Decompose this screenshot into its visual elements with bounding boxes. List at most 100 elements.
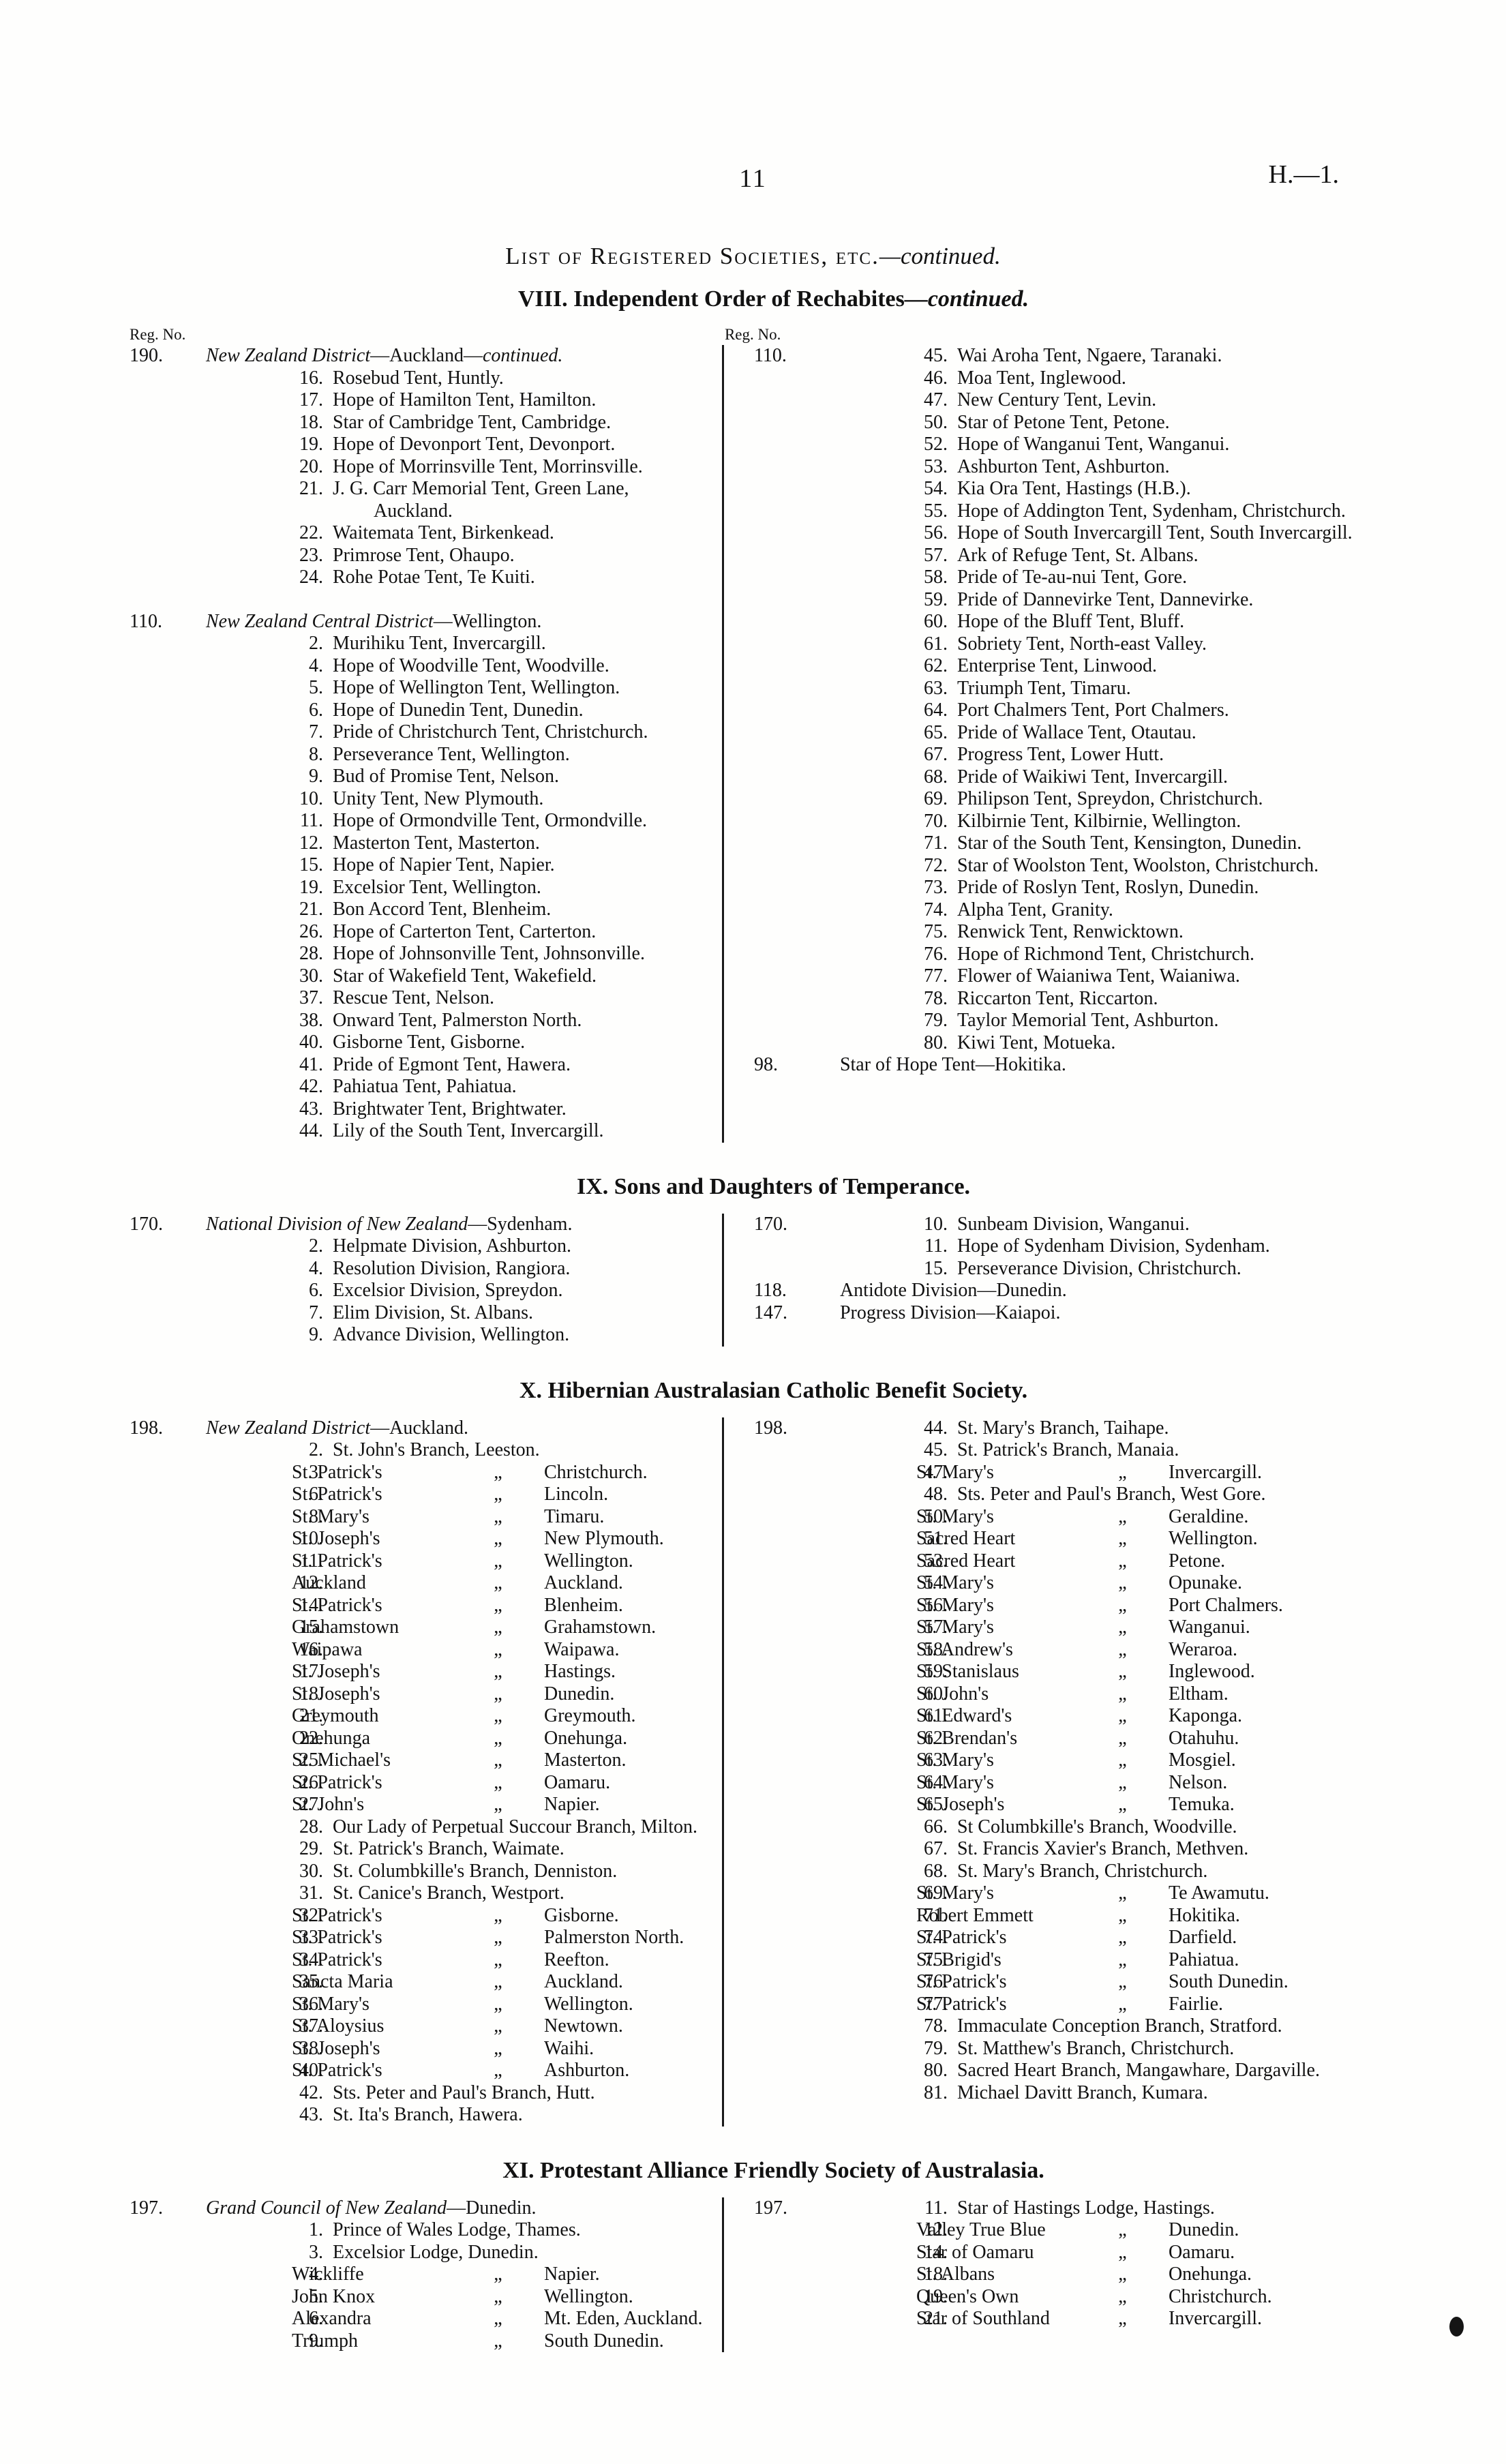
- item-text: Hope of Wanganui Tent, Wanganui.: [957, 434, 1230, 455]
- branch-place: Lincoln.: [544, 1484, 609, 1505]
- item-row: 46. Moa Tent, Inglewood.: [754, 367, 1382, 390]
- item-text: Excelsior Division, Spreydon.: [333, 1280, 563, 1301]
- item-number: 58.: [923, 567, 948, 588]
- item-text: St. Mary's „ Port Chalmers.: [916, 1595, 1382, 1617]
- reg-no: 98.: [753, 1054, 778, 1075]
- item-number: 43.: [299, 2104, 323, 2125]
- reg-no-label: Reg. No.: [724, 326, 781, 343]
- item-number: 5.: [309, 677, 323, 698]
- item-number: 10.: [299, 1528, 323, 1549]
- branch-place: South Dunedin.: [544, 2330, 664, 2352]
- item-text: Hope of Hamilton Tent, Hamilton.: [333, 389, 597, 410]
- ditto-mark: „: [494, 1727, 502, 1749]
- item-row: 12. Auckland „ Auckland.: [130, 1572, 711, 1595]
- item-text: St. Patrick's „ South Dunedin.: [916, 1971, 1382, 1994]
- ditto-mark: „: [1118, 1949, 1127, 1970]
- item-text: St. Joseph's „ Hastings.: [292, 1661, 711, 1683]
- item-number: 6.: [309, 1280, 323, 1301]
- item-row: 57. Ark of Refuge Tent, St. Albans.: [754, 545, 1382, 567]
- group-title-part: —Dunedin.: [447, 2197, 537, 2219]
- item-text: St. Patrick's „ Oamaru.: [292, 1772, 711, 1794]
- item-row: 20. Hope of Morrinsville Tent, Morrinsvil…: [130, 456, 711, 479]
- branch-place: Napier.: [544, 1794, 600, 1815]
- group-title: National Division of New Zealand—Sydenha…: [206, 1214, 711, 1236]
- group-title-row: 190. New Zealand District—Auckland—contin…: [130, 345, 711, 367]
- item-number: 34.: [299, 1949, 323, 1970]
- branch-name: Alexandra: [292, 2308, 372, 2329]
- ditto-mark: „: [494, 2330, 502, 2352]
- group-inline-row: 118. Antidote Division—Dunedin.: [754, 1280, 1382, 1302]
- item-row: 14. St. Patrick's „ Blenheim.: [130, 1595, 711, 1617]
- item-text: Hope of Carterton Tent, Carterton.: [333, 920, 597, 942]
- item-row: 8. St. Mary's „ Timaru.: [130, 1506, 711, 1529]
- item-text: St. Patrick's „ Gisborne.: [292, 1905, 711, 1927]
- branch-name: St. Patrick's: [292, 1461, 382, 1483]
- item-text: Hope of the Bluff Tent, Bluff.: [957, 611, 1185, 632]
- item-row: 78. Immaculate Conception Branch, Stratfo…: [754, 2015, 1382, 2038]
- item-number: 21.: [299, 899, 323, 920]
- reg-no: 170.: [753, 1213, 787, 1235]
- ditto-mark: „: [1118, 1882, 1127, 1904]
- item-text: Perseverance Tent, Wellington.: [333, 743, 570, 765]
- item-text: Hope of Johnsonville Tent, Johnsonville.: [333, 943, 645, 964]
- reg-no: 118.: [753, 1280, 787, 1301]
- item-row: 62. Enterprise Tent, Linwood.: [754, 655, 1382, 678]
- branch-name: Star of Southland: [916, 2308, 1050, 2329]
- item-text: Renwick Tent, Renwicktown.: [957, 921, 1184, 942]
- reg-no: 170.: [130, 1213, 163, 1235]
- item-number: 45.: [923, 1439, 948, 1460]
- branch-place: Eltham.: [1168, 1683, 1229, 1704]
- item-number: 18.: [299, 411, 323, 433]
- branch-place: Pahiatua.: [1168, 1949, 1239, 1970]
- item-text: St. Patrick's „ Ashburton.: [292, 2060, 711, 2082]
- group-title-row: 170. National Division of New Zealand—Syd…: [130, 1214, 711, 1236]
- item-text: Pride of Christchurch Tent, Christchurch…: [333, 721, 648, 742]
- branch-name: St. Patrick's: [916, 1971, 1007, 1992]
- ditto-mark: „: [1118, 1993, 1127, 2015]
- item-number: 2.: [309, 1439, 323, 1460]
- section-heading-text: X. Hibernian Australasian Catholic Benef…: [519, 1377, 1028, 1403]
- item-text: Primrose Tent, Ohaupo.: [333, 544, 515, 566]
- group-title-part: continued.: [482, 345, 563, 366]
- item-number: 37.: [299, 2015, 323, 2037]
- branch-name: St. Joseph's: [292, 1683, 380, 1704]
- item-text: Ark of Refuge Tent, St. Albans.: [957, 544, 1199, 566]
- item-row: 56. Hope of South Invercargill Tent, Sout…: [754, 522, 1382, 545]
- item-text: Helpmate Division, Ashburton.: [333, 1235, 571, 1257]
- ditto-mark: „: [1118, 1904, 1127, 1926]
- branch-place: Darfield.: [1168, 1927, 1237, 1948]
- item-text: Greymouth „ Greymouth.: [292, 1705, 711, 1728]
- item-row: 7. Elim Division, St. Albans.: [130, 1302, 711, 1325]
- item-number: 52.: [923, 434, 948, 455]
- item-text: Star of Southland „ Invercargill.: [916, 2308, 1382, 2330]
- item-text: Star of Woolston Tent, Woolston, Christc…: [957, 854, 1319, 876]
- item-row: 58. Pride of Te-au-nui Tent, Gore.: [754, 567, 1382, 589]
- columns: 170. National Division of New Zealand—Syd…: [130, 1213, 1417, 1347]
- branch-name: St. Mary's: [292, 1505, 370, 1527]
- branch-place: Wellington.: [544, 2285, 633, 2307]
- branch-place: Auckland.: [544, 1971, 623, 1992]
- reg-no: 198.: [130, 1417, 163, 1439]
- item-number: 79.: [923, 1010, 948, 1031]
- item-text: Hope of Wellington Tent, Wellington.: [333, 677, 620, 698]
- item-number: 71.: [923, 1904, 948, 1926]
- ink-speck: [1449, 2317, 1464, 2337]
- item-number: 32.: [299, 1904, 323, 1926]
- item-text: Wai Aroha Tent, Ngaere, Taranaki.: [957, 345, 1222, 366]
- group: 170. 10. Sunbeam Division, Wanganui. 11. Hop…: [754, 1214, 1382, 1280]
- branch-place: Invercargill.: [1168, 2308, 1263, 2329]
- item-number: 80.: [923, 2060, 948, 2081]
- column-left: 197. Grand Council of New Zealand—Dunedin…: [130, 2197, 722, 2353]
- item-row: 62. St. Brendan's „ Otahuhu.: [754, 1728, 1382, 1750]
- item-text: St. Mary's „ Wellington.: [292, 1994, 711, 2016]
- item-number: 12.: [299, 832, 323, 854]
- section-xi: XI. Protestant Alliance Friendly Society…: [130, 2158, 1417, 2353]
- reg-no: 197.: [130, 2197, 163, 2219]
- item-text: Hope of Napier Tent, Napier.: [333, 854, 555, 875]
- item-text: St. John's Branch, Leeston.: [333, 1439, 540, 1460]
- item-number: 64.: [923, 700, 948, 721]
- item-number: 70.: [923, 810, 948, 832]
- branch-name: Sancta Maria: [292, 1971, 393, 1992]
- item-number: 56.: [923, 1594, 948, 1616]
